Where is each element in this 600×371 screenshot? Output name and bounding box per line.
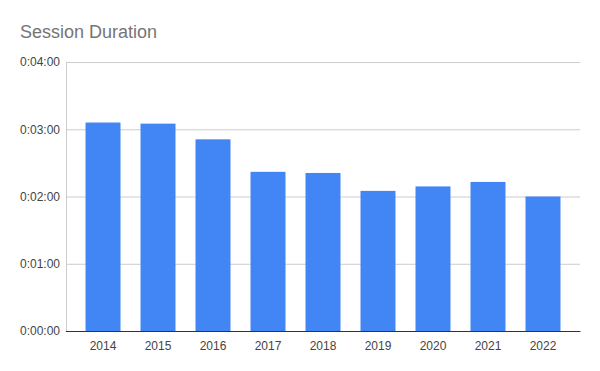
bar: [416, 186, 451, 331]
x-tick: 2022: [530, 331, 557, 353]
bars: [86, 123, 561, 331]
x-tick-label: 2015: [145, 339, 172, 353]
x-axis-line: [67, 331, 581, 332]
bar: [471, 182, 506, 331]
bar: [525, 197, 560, 332]
bar: [196, 139, 231, 331]
title: Session Duration: [20, 22, 157, 42]
y-axis-line: [67, 63, 581, 332]
bar: [306, 173, 341, 331]
y-tick-label: 0:03:00: [20, 123, 60, 137]
x-tick: 2019: [365, 331, 392, 353]
bar: [251, 172, 286, 331]
x-tick-label: 2014: [90, 339, 117, 353]
grid-line: [66, 331, 580, 332]
y-tick-label: 0:02:00: [20, 190, 60, 204]
x-tick: 2015: [145, 331, 172, 353]
y-tick-label: 0:04:00: [20, 55, 60, 69]
bar: [141, 124, 176, 331]
x-tick-label: 2022: [530, 339, 557, 353]
x-tick-label: 2021: [475, 339, 502, 353]
x-tick-label: 2020: [420, 339, 447, 353]
x-tick: 2021: [475, 331, 502, 353]
x-axis: 2014 2015 2016 2017 2018 2019 2020 2021 2022: [67, 331, 581, 353]
x-tick: 2018: [310, 331, 337, 353]
y-tick-label: 0:00:00: [20, 324, 60, 338]
x-tick-label: 2018: [310, 339, 337, 353]
x-tick-label: 2017: [255, 339, 282, 353]
x-tick-label: 2019: [365, 339, 392, 353]
x-tick: 2017: [255, 331, 282, 353]
x-tick-label: 2016: [200, 339, 227, 353]
background: [0, 0, 600, 371]
grid-line: [66, 62, 580, 63]
y-axis: 0:00:00 0:01:00 0:02:00 0:03:00 0:04:00: [20, 55, 580, 338]
x-tick: 2020: [420, 331, 447, 353]
y-tick: 0:04:00: [20, 55, 580, 69]
x-tick: 2014: [90, 331, 117, 353]
y-tick-label: 0:01:00: [20, 257, 60, 271]
chart: Session Duration0:00:000:01:000:02:000:0…: [0, 0, 600, 371]
bar: [361, 191, 396, 331]
bar: [86, 123, 121, 331]
x-tick: 2016: [200, 331, 227, 353]
